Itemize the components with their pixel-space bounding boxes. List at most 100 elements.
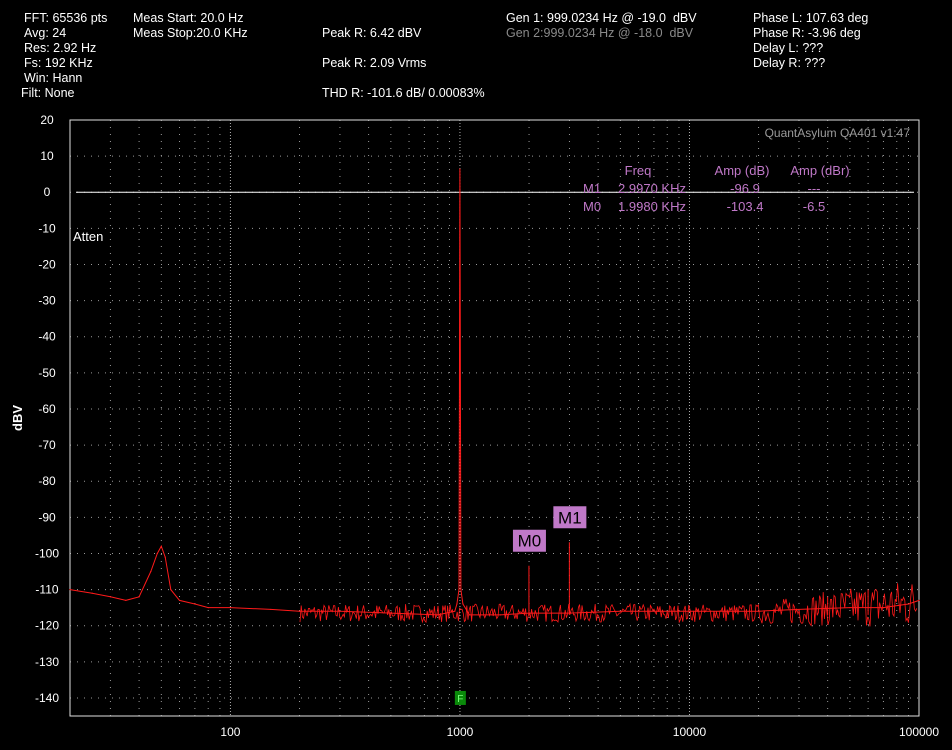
y-tick-label: -120 <box>35 619 59 633</box>
plot-frame <box>69 119 920 717</box>
data-point <box>160 545 162 547</box>
data-point <box>339 610 341 612</box>
data-point <box>619 610 621 612</box>
y-tick-label: 20 <box>40 113 54 127</box>
y-tick-label: -80 <box>38 474 56 488</box>
data-point <box>459 168 461 170</box>
atten-label: Atten <box>73 229 103 244</box>
y-tick-label: 10 <box>40 149 54 163</box>
marker-table-cell: --- <box>808 181 821 196</box>
generator-1-readout: Gen 1: 999.0234 Hz @ -19.0 dBV <box>506 11 697 25</box>
spectrum-trace <box>69 168 920 627</box>
flag-text: F <box>457 694 463 705</box>
data-point <box>109 596 112 598</box>
marker-table-header: Amp (dBr) <box>790 163 849 178</box>
y-tick-label: -20 <box>38 257 56 271</box>
y-tick-label: -10 <box>38 221 56 235</box>
data-point <box>688 610 691 612</box>
window-readout: Win: Hann <box>24 71 83 85</box>
phase-left-readout: Phase L: 107.63 deg <box>753 11 869 25</box>
data-point <box>462 603 464 605</box>
marker-table-cell: -6.5 <box>803 199 825 214</box>
data-point <box>138 596 140 598</box>
filter-readout: Filt: None <box>21 86 75 100</box>
marker-label-box <box>512 529 546 552</box>
marker-labels: M1 M0 <box>512 506 587 552</box>
delay-right-readout: Delay R: ??? <box>753 56 826 70</box>
y-axis-tick-labels: 20 10 0 -10 -20 -30 -40 -50 -60 -70 -80 -90 -100 -110… <box>35 113 59 705</box>
data-point <box>229 607 232 609</box>
marker-table-cell: 2.9970 KHz <box>618 181 686 196</box>
marker-label-m1: M1 <box>553 506 587 529</box>
data-point <box>150 570 152 573</box>
chart-grid <box>70 120 919 716</box>
x-axis-tick-labels: 100 1000 10000 100000 <box>220 725 939 739</box>
marker-label-box <box>553 506 587 529</box>
x-tick-label: 10000 <box>673 725 707 739</box>
data-point <box>170 588 172 591</box>
data-point <box>437 614 439 616</box>
phase-right-readout: Phase R: -3.96 deg <box>753 26 861 40</box>
data-point <box>194 603 196 605</box>
data-point <box>456 603 458 605</box>
data-point <box>270 608 272 611</box>
data-point <box>798 608 800 611</box>
flag-box <box>454 690 466 705</box>
marker-table: Freq Amp (dB) Amp (dBr) M1 2.9970 KHz -96.9 --… <box>583 163 850 214</box>
marker-table-cell: -103.4 <box>727 199 764 214</box>
x-tick-label: 100000 <box>899 725 939 739</box>
data-point <box>468 614 471 616</box>
data-point <box>458 588 460 591</box>
x-tick-label: 1000 <box>447 725 474 739</box>
marker-label-text: M1 <box>558 508 582 527</box>
noise-floor <box>299 583 918 627</box>
marker-label-text: M0 <box>518 532 542 551</box>
marker-table-cell: 1.9980 KHz <box>618 199 686 214</box>
data-point <box>460 588 462 591</box>
y-tick-label: -130 <box>35 655 59 669</box>
thd-readout: THD R: -101.6 dB/ 0.00083% <box>322 86 485 100</box>
data-point <box>156 552 158 555</box>
data-point <box>164 556 166 558</box>
meas-start-readout: Meas Start: 20.0 Hz <box>133 11 244 25</box>
data-point <box>91 592 93 594</box>
marker-table-header: Amp (dB) <box>715 163 770 178</box>
delay-left-readout: Delay L: ??? <box>753 41 824 55</box>
series-line <box>69 169 920 616</box>
y-tick-label: -100 <box>35 546 59 560</box>
marker-table-cell: M1 <box>583 181 601 196</box>
y-tick-label: -60 <box>38 402 56 416</box>
data-point <box>298 610 301 612</box>
sample-rate-readout: Fs: 192 KHz <box>24 56 93 70</box>
resolution-readout: Res: 2.92 Hz <box>24 41 97 55</box>
data-point <box>125 599 127 602</box>
peak-vrms-readout: Peak R: 2.09 Vrms <box>322 56 427 70</box>
meas-stop-readout: Meas Stop:20.0 KHz <box>133 26 248 40</box>
data-point <box>918 599 920 602</box>
y-tick-label: -40 <box>38 330 56 344</box>
watermark: QuantAsylum QA401 v1:47 <box>765 126 911 140</box>
averaging-readout: Avg: 24 <box>24 26 67 40</box>
y-tick-label: -50 <box>38 366 56 380</box>
data-point <box>454 610 456 612</box>
y-tick-label: -90 <box>38 510 56 524</box>
marker-table-header: Freq <box>625 163 652 178</box>
marker-label-m0: M0 <box>512 529 546 552</box>
fft-size-readout: FFT: 65536 pts <box>24 11 108 25</box>
data-point <box>69 588 71 591</box>
y-tick-label: -30 <box>38 294 56 308</box>
marker-table-cell: -96.9 <box>730 181 760 196</box>
y-tick-label: 0 <box>44 185 51 199</box>
generator-2-readout: Gen 2:999.0234 Hz @ -18.0 dBV <box>506 26 694 40</box>
y-tick-label: -70 <box>38 438 56 452</box>
data-point <box>882 607 885 609</box>
generator-flag: F <box>454 690 466 705</box>
data-point <box>207 607 209 609</box>
data-point <box>178 599 181 602</box>
data-point <box>849 607 851 609</box>
x-tick-label: 100 <box>220 725 240 739</box>
y-axis-label: dBV <box>10 405 25 431</box>
y-tick-label: -140 <box>35 691 59 705</box>
data-point <box>907 603 910 605</box>
